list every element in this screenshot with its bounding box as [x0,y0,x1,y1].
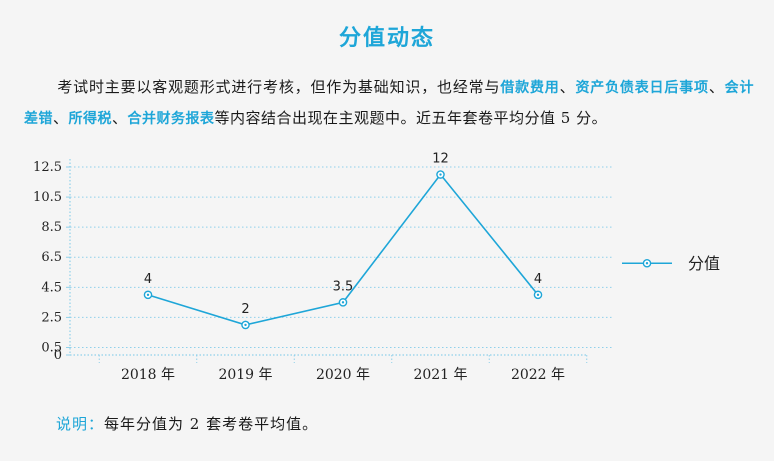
data-point-dot [341,301,345,304]
intro-paragraph: 考试时主要以客观题形式进行考核，但作为基础知识，也经常与借款费用、资产负债表日后… [24,72,754,134]
highlight-accounting-errors: 会计差错 [24,80,754,127]
x-tick-label: 2021 年 [413,367,467,383]
data-label: 12 [432,152,449,167]
intro-text-2: 等内容结合出现在主观题中。近五年套卷平均分值 5 分。 [214,109,608,127]
score-line-chart: 00.5 2.5 4.5 6.5 8.5 10.5 12.5 2018 年 2019 年 2020… [33,152,720,383]
highlight-consolidated-statements: 合并财务报表 [127,111,215,127]
intro-separator: 、 [708,78,725,96]
intro-text-1: 考试时主要以客观题形式进行考核，但作为基础知识，也经常与 [57,78,501,96]
data-label: 4 [144,272,152,287]
y-tick-label: 0.5 [41,340,62,355]
highlight-subsequent-events: 资产负债表日后事项 [575,80,709,96]
chart-note: 说明：每年分值为 2 套考卷平均值。 [56,413,318,434]
y-tick-label: 10.5 [33,190,62,205]
page-title: 分值动态 [338,26,435,51]
x-tick-label: 2020 年 [316,367,370,383]
data-point-dot [244,323,247,327]
y-tick-label: 12.5 [33,160,62,175]
chart-legend: 分值 [622,254,720,273]
data-point-dot [146,293,150,297]
data-label: 2 [241,302,249,317]
chart-series: 4 2 3.5 12 4 [143,152,543,330]
x-tick-label: 2019 年 [218,367,272,383]
chart-grid [70,166,612,348]
x-tick-label: 2018 年 [121,367,175,383]
data-point-dot [536,293,540,297]
note-text: 每年分值为 2 套考卷平均值。 [104,415,319,433]
y-tick-label: 0 [54,348,62,363]
y-tick-label: 2.5 [41,310,62,325]
data-label: 3.5 [333,279,354,294]
intro-separator: 、 [112,109,128,127]
intro-separator: 、 [53,109,69,127]
highlight-income-tax: 所得税 [68,111,113,127]
x-tick-label: 2022 年 [511,367,565,383]
chart-axes: 00.5 2.5 4.5 6.5 8.5 10.5 12.5 2018 年 2019 年 2020… [33,159,588,383]
data-label: 4 [534,272,542,287]
legend-marker-dot [645,262,649,265]
y-tick-label: 4.5 [41,280,62,295]
highlight-borrowing-costs: 借款费用 [500,80,560,96]
note-label: 说明： [56,415,105,433]
y-tick-label: 6.5 [41,250,62,265]
intro-separator: 、 [559,78,576,96]
data-point-dot [439,173,442,176]
y-tick-label: 8.5 [41,220,62,235]
legend-label: 分值 [688,254,720,273]
